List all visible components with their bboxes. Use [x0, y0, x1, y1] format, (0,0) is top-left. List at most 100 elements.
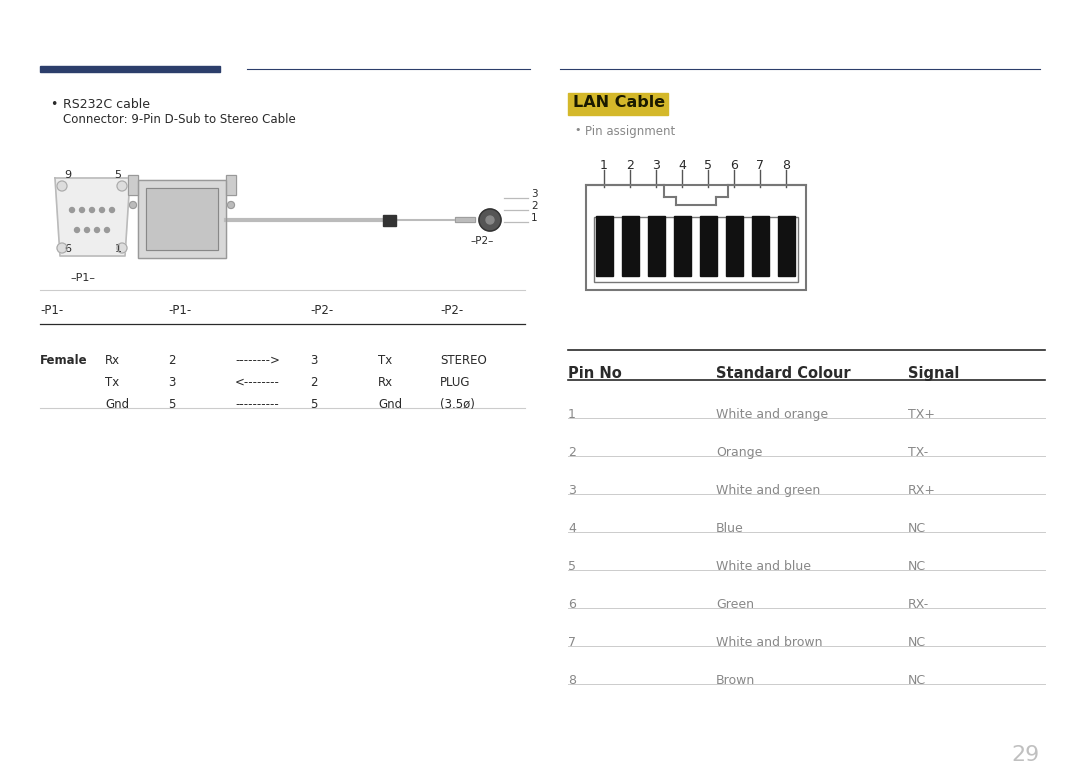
Text: 7: 7: [568, 636, 576, 649]
Text: Rx: Rx: [105, 354, 120, 367]
Bar: [674, 216, 691, 276]
Circle shape: [109, 208, 114, 213]
Text: 3: 3: [652, 159, 660, 172]
Text: TX+: TX+: [908, 408, 935, 421]
Text: White and blue: White and blue: [716, 560, 811, 573]
Circle shape: [57, 243, 67, 253]
Circle shape: [228, 201, 234, 208]
Text: 2: 2: [531, 201, 538, 211]
Text: NC: NC: [908, 636, 927, 649]
Bar: [778, 216, 795, 276]
Text: 5: 5: [568, 560, 576, 573]
Text: •: •: [50, 98, 57, 111]
Bar: [594, 217, 798, 282]
Bar: [129, 175, 138, 195]
Text: RX+: RX+: [908, 484, 936, 497]
Text: STEREO: STEREO: [440, 354, 487, 367]
Text: <--------: <--------: [235, 376, 280, 389]
Circle shape: [99, 208, 105, 213]
Circle shape: [90, 208, 95, 213]
Text: 2: 2: [626, 159, 634, 172]
Text: 5: 5: [704, 159, 712, 172]
Text: TX-: TX-: [908, 446, 928, 459]
Bar: [226, 175, 237, 195]
Text: Pin No: Pin No: [568, 366, 622, 381]
Circle shape: [69, 208, 75, 213]
Bar: [455, 217, 475, 222]
Text: NC: NC: [908, 560, 927, 573]
Text: Connector: 9-Pin D-Sub to Stereo Cable: Connector: 9-Pin D-Sub to Stereo Cable: [63, 113, 296, 126]
Text: 3: 3: [168, 376, 175, 389]
Text: Gnd: Gnd: [378, 398, 402, 411]
Circle shape: [95, 227, 99, 233]
Text: NC: NC: [908, 674, 927, 687]
Text: 7: 7: [756, 159, 764, 172]
Text: 5: 5: [114, 170, 121, 180]
Bar: [146, 188, 218, 250]
Text: 9: 9: [65, 170, 71, 180]
Text: RS232C cable: RS232C cable: [63, 98, 150, 111]
Text: 5: 5: [168, 398, 175, 411]
Text: 8: 8: [568, 674, 576, 687]
Bar: [226, 175, 237, 195]
Text: 1: 1: [600, 159, 608, 172]
Bar: [383, 215, 396, 226]
Bar: [726, 216, 743, 276]
Text: •: •: [573, 125, 581, 135]
Text: 5: 5: [310, 398, 318, 411]
Text: 4: 4: [568, 522, 576, 535]
Circle shape: [80, 208, 84, 213]
Text: –P2–: –P2–: [470, 236, 494, 246]
Text: Orange: Orange: [716, 446, 762, 459]
Text: Pin assignment: Pin assignment: [585, 125, 675, 138]
Circle shape: [84, 227, 90, 233]
Circle shape: [486, 216, 494, 224]
Text: -P1-: -P1-: [168, 304, 191, 317]
Text: RX-: RX-: [908, 598, 929, 611]
Bar: [700, 216, 717, 276]
Text: 1: 1: [531, 213, 538, 223]
Circle shape: [105, 227, 109, 233]
Text: 3: 3: [531, 189, 538, 199]
Bar: [596, 216, 613, 276]
Text: -P2-: -P2-: [310, 304, 334, 317]
Circle shape: [480, 209, 501, 231]
Text: White and green: White and green: [716, 484, 820, 497]
Text: White and brown: White and brown: [716, 636, 823, 649]
Bar: [568, 93, 669, 115]
Text: –P1–: –P1–: [70, 273, 95, 283]
Bar: [622, 216, 639, 276]
Text: 8: 8: [782, 159, 789, 172]
Text: -P1-: -P1-: [40, 304, 64, 317]
Text: LAN Cable: LAN Cable: [573, 95, 665, 110]
Text: 29: 29: [1012, 745, 1040, 763]
Text: 6: 6: [568, 598, 576, 611]
Text: 2: 2: [168, 354, 175, 367]
Text: 1: 1: [568, 408, 576, 421]
Bar: [40, 66, 220, 72]
Bar: [138, 180, 226, 258]
Text: -------->: -------->: [235, 354, 280, 367]
Bar: [648, 216, 665, 276]
Text: 3: 3: [310, 354, 318, 367]
Bar: [129, 175, 138, 195]
Text: 2: 2: [568, 446, 576, 459]
Bar: [146, 188, 218, 250]
Text: Standard Colour: Standard Colour: [716, 366, 851, 381]
Circle shape: [75, 227, 80, 233]
Circle shape: [57, 181, 67, 191]
Text: 6: 6: [730, 159, 738, 172]
Bar: [752, 216, 769, 276]
Text: Blue: Blue: [716, 522, 744, 535]
Text: Brown: Brown: [716, 674, 755, 687]
Text: 2: 2: [310, 376, 318, 389]
Text: White and orange: White and orange: [716, 408, 828, 421]
Text: Signal: Signal: [908, 366, 959, 381]
Text: Tx: Tx: [378, 354, 392, 367]
Text: NC: NC: [908, 522, 927, 535]
Circle shape: [117, 181, 127, 191]
Text: Green: Green: [716, 598, 754, 611]
Text: 6: 6: [65, 244, 71, 254]
Bar: [138, 180, 226, 258]
Text: Gnd: Gnd: [105, 398, 130, 411]
